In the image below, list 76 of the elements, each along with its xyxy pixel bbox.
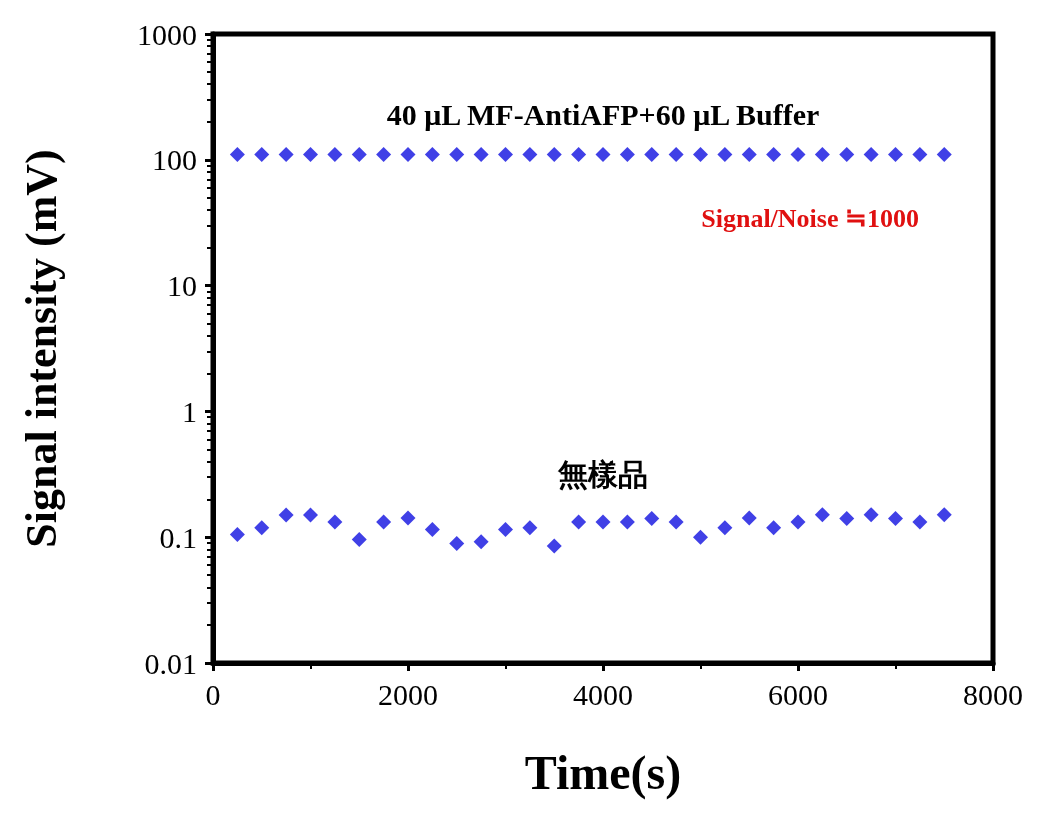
point bbox=[766, 147, 782, 163]
x-axis-title: Time(s) bbox=[524, 745, 682, 800]
point bbox=[571, 147, 587, 163]
point bbox=[424, 147, 440, 163]
point bbox=[229, 147, 245, 163]
point bbox=[741, 147, 757, 163]
x-tick-label: 6000 bbox=[768, 677, 828, 711]
point bbox=[912, 147, 928, 163]
point bbox=[303, 147, 318, 163]
point bbox=[498, 522, 513, 538]
point bbox=[936, 147, 952, 163]
point bbox=[449, 147, 465, 163]
point bbox=[912, 514, 928, 530]
y-tick-label: 1000 bbox=[137, 17, 197, 51]
point bbox=[668, 147, 684, 163]
point bbox=[546, 538, 562, 554]
point bbox=[766, 520, 782, 536]
point bbox=[473, 534, 489, 550]
point bbox=[327, 514, 343, 530]
point bbox=[888, 510, 903, 526]
point bbox=[693, 529, 708, 545]
point bbox=[936, 507, 952, 523]
point bbox=[595, 514, 611, 530]
series-label: 40 μL MF-AntiAFP+60 μL Buffer bbox=[386, 98, 820, 132]
y-tick-label: 0.1 bbox=[159, 520, 197, 554]
point bbox=[449, 536, 465, 552]
point bbox=[863, 507, 879, 523]
point bbox=[644, 510, 660, 526]
point bbox=[839, 510, 855, 526]
point bbox=[546, 147, 562, 163]
point bbox=[717, 520, 733, 536]
y-tick-label: 1 bbox=[182, 394, 197, 428]
annotation: Signal/Noise ≒1000 bbox=[701, 203, 919, 233]
point bbox=[790, 147, 806, 163]
point bbox=[888, 147, 903, 163]
point bbox=[351, 147, 367, 163]
point bbox=[278, 147, 294, 163]
point bbox=[668, 514, 684, 530]
point bbox=[229, 527, 245, 543]
x-tick-label: 8000 bbox=[963, 677, 1023, 711]
point bbox=[303, 507, 318, 523]
point bbox=[498, 147, 513, 163]
point bbox=[741, 510, 757, 526]
point bbox=[424, 522, 440, 538]
point bbox=[619, 147, 635, 163]
point bbox=[254, 147, 270, 163]
y-tick-label: 100 bbox=[152, 143, 197, 177]
point bbox=[327, 147, 343, 163]
y-tick-label: 0.01 bbox=[144, 646, 197, 680]
point bbox=[254, 520, 270, 536]
point bbox=[644, 147, 660, 163]
x-tick-label: 4000 bbox=[573, 677, 633, 711]
x-tick-label: 0 bbox=[205, 677, 221, 711]
point bbox=[376, 147, 392, 163]
point bbox=[814, 507, 830, 523]
point bbox=[522, 520, 538, 536]
point bbox=[814, 147, 830, 163]
point bbox=[839, 147, 855, 163]
point bbox=[693, 147, 708, 163]
point bbox=[376, 514, 392, 530]
point bbox=[595, 147, 611, 163]
point bbox=[278, 507, 294, 523]
point bbox=[571, 514, 587, 530]
point bbox=[619, 514, 635, 530]
series-label: 無樣品 bbox=[557, 458, 648, 492]
point bbox=[351, 531, 367, 547]
point bbox=[400, 510, 416, 526]
point bbox=[790, 514, 806, 530]
point bbox=[863, 147, 879, 163]
point bbox=[522, 147, 538, 163]
point bbox=[717, 147, 733, 163]
point bbox=[473, 147, 489, 163]
x-tick-label: 2000 bbox=[378, 677, 438, 711]
y-tick-label: 10 bbox=[167, 269, 197, 303]
point bbox=[400, 147, 416, 163]
y-axis-title: Signal intensity (mV) bbox=[16, 149, 66, 548]
